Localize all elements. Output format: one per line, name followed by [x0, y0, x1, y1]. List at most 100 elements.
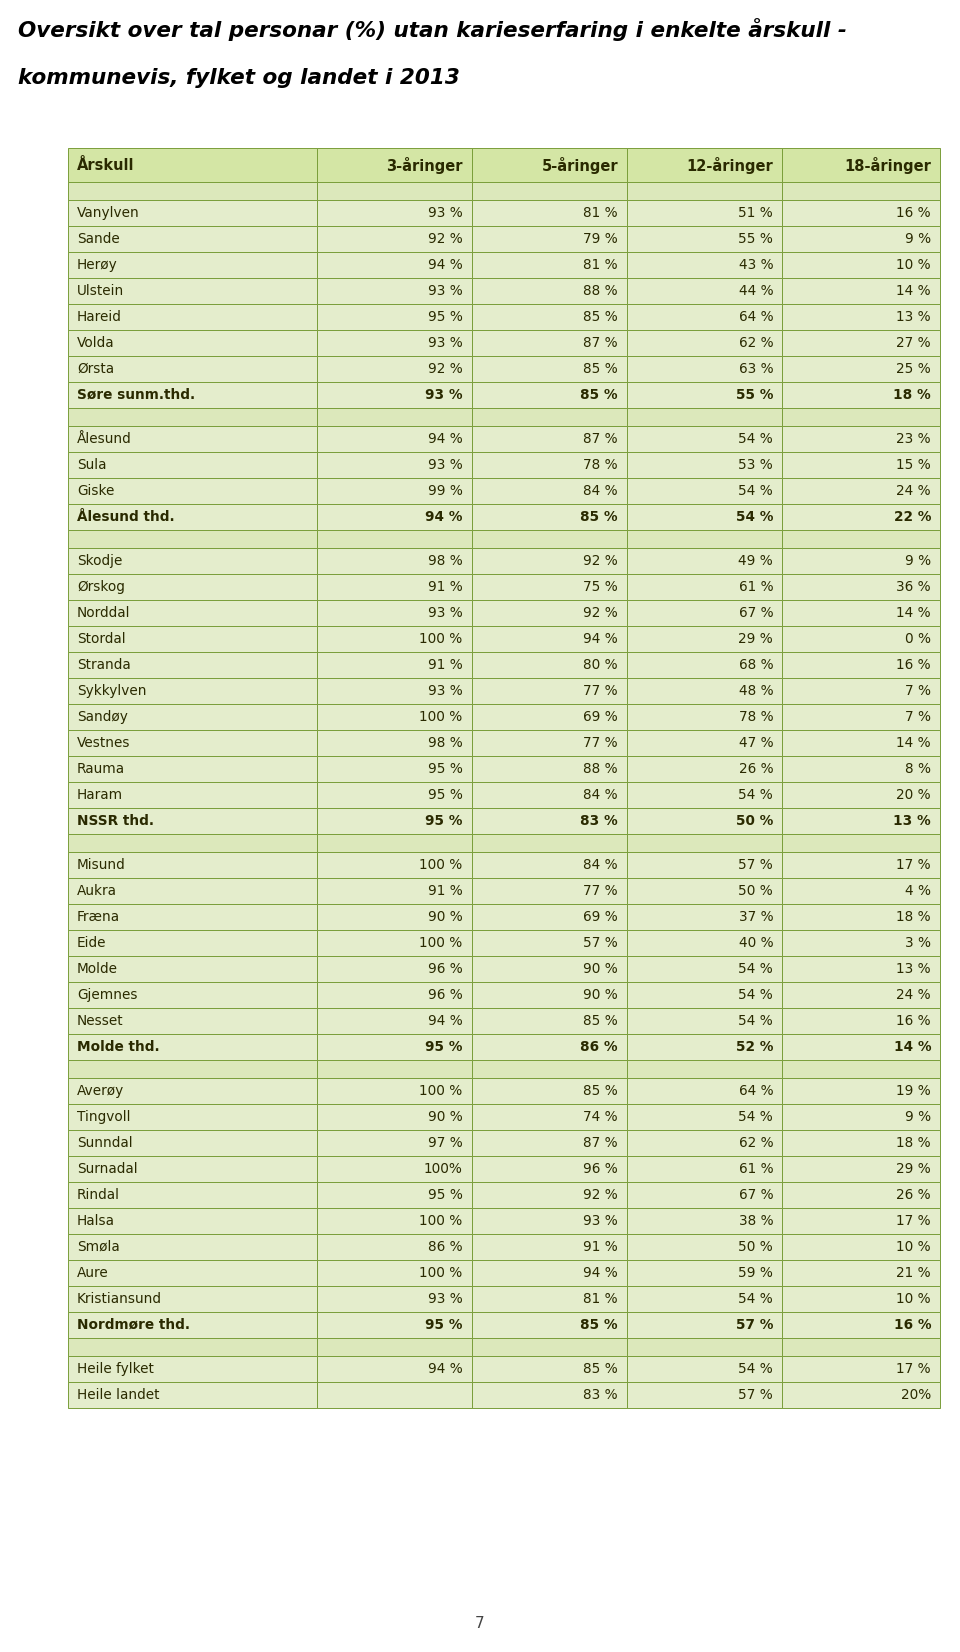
Text: Eide: Eide — [77, 937, 107, 950]
Text: 55 %: 55 % — [738, 231, 773, 246]
Bar — [627, 1181, 782, 1208]
Bar — [782, 548, 940, 573]
Bar — [317, 1181, 471, 1208]
Text: Misund: Misund — [77, 857, 126, 872]
Text: 100 %: 100 % — [420, 1265, 463, 1280]
Bar — [627, 200, 782, 226]
Bar — [317, 1356, 471, 1383]
Bar — [68, 626, 317, 653]
Text: 54 %: 54 % — [738, 484, 773, 497]
Text: Stranda: Stranda — [77, 657, 131, 672]
Bar — [782, 530, 940, 548]
Bar — [782, 1312, 940, 1338]
Text: 9 %: 9 % — [905, 553, 931, 568]
Text: 9 %: 9 % — [905, 1110, 931, 1123]
Bar — [471, 1061, 627, 1079]
Text: 62 %: 62 % — [738, 335, 773, 350]
Text: 61 %: 61 % — [738, 580, 773, 595]
Bar — [68, 382, 317, 408]
Bar — [317, 477, 471, 504]
Text: 17 %: 17 % — [897, 857, 931, 872]
Text: Fræna: Fræna — [77, 910, 120, 923]
Bar — [627, 1208, 782, 1234]
Text: 54 %: 54 % — [738, 433, 773, 446]
Bar — [627, 1383, 782, 1408]
Text: 15 %: 15 % — [897, 458, 931, 472]
Bar — [782, 149, 940, 182]
Bar — [68, 477, 317, 504]
Bar — [317, 530, 471, 548]
Bar — [68, 1130, 317, 1156]
Text: 96 %: 96 % — [584, 1161, 618, 1176]
Text: 88 %: 88 % — [584, 762, 618, 776]
Bar — [471, 504, 627, 530]
Text: 100 %: 100 % — [420, 710, 463, 724]
Text: 17 %: 17 % — [897, 1214, 931, 1227]
Bar — [317, 355, 471, 382]
Bar — [782, 626, 940, 653]
Bar — [68, 704, 317, 730]
Text: 83 %: 83 % — [584, 1388, 618, 1403]
Text: 10 %: 10 % — [897, 1241, 931, 1254]
Text: Årskull: Årskull — [77, 157, 134, 172]
Text: Rauma: Rauma — [77, 762, 125, 776]
Bar — [627, 704, 782, 730]
Text: 96 %: 96 % — [428, 988, 463, 1003]
Bar — [317, 1130, 471, 1156]
Bar — [471, 530, 627, 548]
Text: 67 %: 67 % — [738, 1188, 773, 1203]
Bar — [782, 477, 940, 504]
Text: 59 %: 59 % — [738, 1265, 773, 1280]
Bar — [317, 1312, 471, 1338]
Text: Gjemnes: Gjemnes — [77, 988, 137, 1003]
Bar — [471, 1260, 627, 1285]
Text: 16 %: 16 % — [897, 657, 931, 672]
Text: 85 %: 85 % — [581, 510, 618, 524]
Text: 92 %: 92 % — [428, 231, 463, 246]
Text: 95 %: 95 % — [428, 1188, 463, 1203]
Bar — [471, 548, 627, 573]
Bar — [471, 677, 627, 704]
Text: 57 %: 57 % — [735, 1318, 773, 1332]
Bar — [627, 930, 782, 957]
Text: 61 %: 61 % — [738, 1161, 773, 1176]
Text: 83 %: 83 % — [581, 814, 618, 828]
Text: 81 %: 81 % — [584, 1292, 618, 1307]
Text: 0 %: 0 % — [905, 633, 931, 646]
Text: 90 %: 90 % — [584, 988, 618, 1003]
Text: 90 %: 90 % — [428, 1110, 463, 1123]
Bar — [317, 904, 471, 930]
Bar — [627, 730, 782, 757]
Bar — [782, 453, 940, 477]
Text: 8 %: 8 % — [905, 762, 931, 776]
Bar — [627, 1079, 782, 1104]
Text: 4 %: 4 % — [905, 884, 931, 899]
Text: Giske: Giske — [77, 484, 114, 497]
Text: 3-åringer: 3-åringer — [386, 157, 463, 173]
Bar — [782, 1156, 940, 1181]
Text: Sandøy: Sandøy — [77, 710, 128, 724]
Bar — [627, 573, 782, 600]
Text: 94 %: 94 % — [584, 633, 618, 646]
Bar — [627, 226, 782, 253]
Bar — [68, 781, 317, 808]
Text: 100%: 100% — [424, 1161, 463, 1176]
Bar — [782, 278, 940, 304]
Bar — [782, 426, 940, 453]
Text: 75 %: 75 % — [584, 580, 618, 595]
Bar — [782, 1104, 940, 1130]
Text: 3 %: 3 % — [905, 937, 931, 950]
Bar — [782, 226, 940, 253]
Bar — [471, 957, 627, 981]
Bar — [317, 808, 471, 834]
Bar — [782, 834, 940, 852]
Text: Nordmøre thd.: Nordmøre thd. — [77, 1318, 190, 1332]
Bar — [782, 877, 940, 904]
Text: 95 %: 95 % — [425, 1041, 463, 1054]
Text: 16 %: 16 % — [897, 206, 931, 220]
Bar — [471, 226, 627, 253]
Bar — [627, 548, 782, 573]
Text: 92 %: 92 % — [584, 606, 618, 620]
Bar — [471, 477, 627, 504]
Text: Surnadal: Surnadal — [77, 1161, 137, 1176]
